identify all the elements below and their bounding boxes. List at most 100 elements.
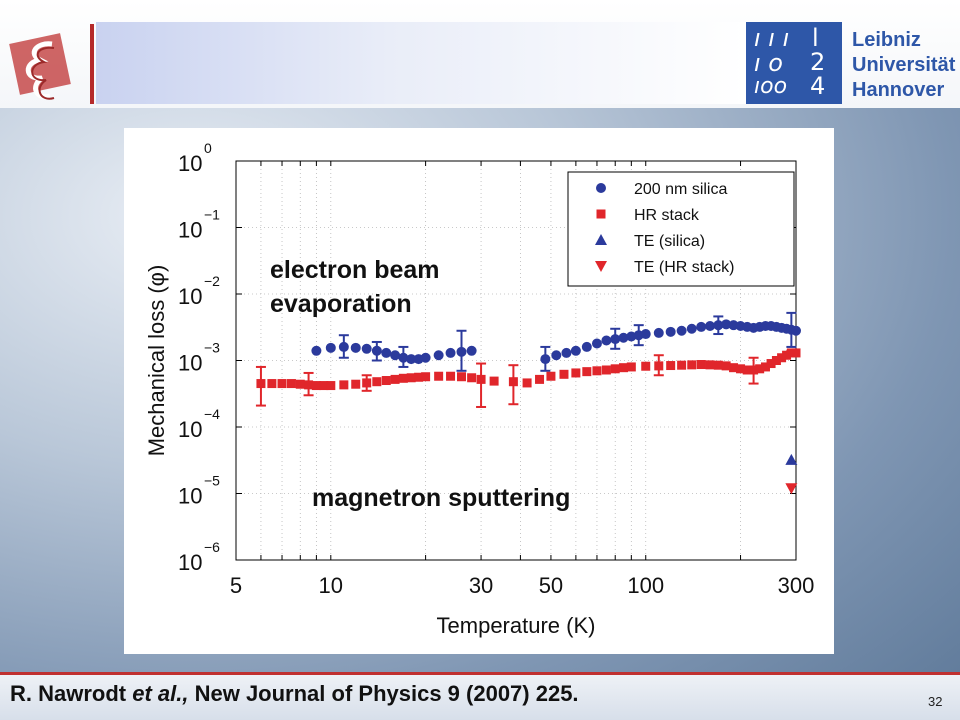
- data-point: [551, 350, 562, 361]
- data-point: [390, 374, 400, 384]
- data-point: [771, 356, 781, 365]
- data-point: [713, 360, 723, 370]
- y-tick-exponent: −3: [204, 340, 220, 356]
- data-point: [476, 374, 486, 384]
- data-point: [749, 365, 759, 375]
- data-point: [420, 352, 431, 363]
- data-point: [406, 354, 417, 365]
- data-point: [619, 363, 629, 373]
- legend-marker: [595, 261, 607, 272]
- loss-vs-temperature-chart: 5 10 30 50 100 30010−610−510−410−310−210−1100…: [144, 140, 815, 638]
- series-200-nm-silica: [311, 319, 801, 365]
- data-point: [786, 348, 796, 358]
- legend-label: TE (silica): [634, 233, 705, 250]
- header-gradient: [96, 22, 746, 104]
- citation-authors: R. Nawrodt: [10, 681, 133, 706]
- legend-label: HR stack: [634, 207, 700, 224]
- data-point: [610, 364, 620, 374]
- legend-marker: [595, 234, 607, 245]
- group-logo-icon: [9, 33, 71, 100]
- data-point: [277, 379, 287, 389]
- y-tick-label: 10: [178, 151, 202, 176]
- data-point: [665, 326, 676, 337]
- data-point: [466, 345, 477, 356]
- page-number: 32: [928, 694, 943, 709]
- data-point: [456, 372, 466, 382]
- series-te-hr-stack: [785, 483, 798, 495]
- y-tick-exponent: −4: [204, 406, 220, 422]
- x-tick-label: 300: [778, 573, 815, 598]
- data-point: [338, 341, 349, 352]
- legend-box: [567, 171, 795, 287]
- data-point: [654, 361, 664, 371]
- citation-journal: New Journal of Physics 9 (2007) 225.: [188, 681, 579, 706]
- data-point: [777, 353, 787, 363]
- header-divider: [90, 24, 94, 104]
- data-point: [721, 361, 731, 371]
- data-point: [785, 483, 798, 495]
- data-point: [325, 342, 336, 353]
- data-point: [406, 373, 416, 383]
- x-axis-label: Temperature (K): [437, 613, 596, 638]
- data-point: [736, 364, 746, 374]
- data-point: [785, 453, 798, 465]
- data-point: [782, 350, 792, 360]
- data-point: [696, 360, 706, 370]
- x-tick-label: 30: [469, 573, 493, 598]
- data-point: [372, 377, 382, 387]
- data-point: [311, 345, 322, 356]
- university-line3: Hannover: [852, 79, 945, 101]
- annotation-sputter: magnetron sputtering: [312, 484, 571, 512]
- data-point: [326, 381, 336, 391]
- data-point: [361, 343, 372, 354]
- university-line2: Universität: [852, 54, 956, 76]
- data-point: [677, 360, 687, 370]
- data-point: [626, 362, 636, 372]
- data-point: [705, 360, 715, 370]
- data-point: [398, 373, 408, 383]
- data-point: [434, 371, 444, 381]
- y-tick-label: 10: [178, 218, 202, 243]
- error-bar: [476, 362, 487, 408]
- y-tick-exponent: −6: [204, 539, 220, 555]
- data-point: [295, 379, 305, 389]
- data-point: [433, 350, 444, 361]
- data-point: [791, 325, 801, 336]
- data-point: [286, 379, 296, 389]
- data-point: [582, 367, 592, 377]
- data-point: [456, 346, 467, 357]
- data-point: [601, 365, 611, 375]
- data-point: [687, 360, 697, 370]
- y-tick-label: 10: [178, 351, 202, 376]
- data-point: [267, 379, 277, 389]
- y-tick-label: 10: [178, 417, 202, 442]
- legend-label: TE (HR stack): [634, 259, 734, 276]
- luh-logo-icon: ı ı ı l ı o 2 ıoo 4: [746, 22, 842, 104]
- y-tick-label: 10: [178, 550, 202, 575]
- x-tick-label: 10: [319, 573, 343, 598]
- x-tick-label: 50: [539, 573, 563, 598]
- data-point: [445, 347, 456, 358]
- data-point: [304, 380, 314, 390]
- data-point: [760, 362, 770, 372]
- data-point: [421, 372, 431, 382]
- data-point: [640, 329, 651, 340]
- x-tick-label: 100: [627, 573, 664, 598]
- data-point: [351, 379, 361, 389]
- data-point: [319, 381, 329, 391]
- y-tick-exponent: −5: [204, 473, 220, 489]
- legend-label: 200 nm silica: [634, 181, 727, 198]
- data-point: [446, 371, 456, 381]
- data-point: [339, 380, 349, 390]
- data-point: [676, 325, 687, 336]
- annotation-ebeam-line2: evaporation: [270, 290, 412, 318]
- x-tick-label: 5: [230, 573, 242, 598]
- data-point: [571, 368, 581, 378]
- data-point: [398, 352, 409, 363]
- data-point: [508, 377, 518, 387]
- data-point: [467, 373, 477, 383]
- y-tick-label: 10: [178, 484, 202, 509]
- legend-marker: [596, 183, 606, 193]
- citation: R. Nawrodt et al., New Journal of Physic…: [10, 681, 579, 707]
- data-point: [601, 335, 612, 346]
